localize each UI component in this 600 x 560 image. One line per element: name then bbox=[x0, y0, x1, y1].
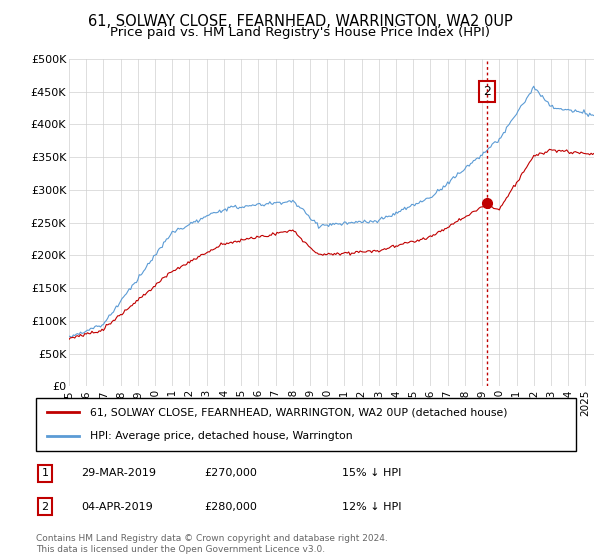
Text: 2: 2 bbox=[483, 85, 491, 98]
Text: 29-MAR-2019: 29-MAR-2019 bbox=[81, 468, 156, 478]
Text: HPI: Average price, detached house, Warrington: HPI: Average price, detached house, Warr… bbox=[90, 431, 353, 441]
Text: 1: 1 bbox=[41, 468, 49, 478]
Text: This data is licensed under the Open Government Licence v3.0.: This data is licensed under the Open Gov… bbox=[36, 545, 325, 554]
Text: £280,000: £280,000 bbox=[204, 502, 257, 512]
Text: 61, SOLWAY CLOSE, FEARNHEAD, WARRINGTON, WA2 0UP (detached house): 61, SOLWAY CLOSE, FEARNHEAD, WARRINGTON,… bbox=[90, 408, 508, 418]
Text: Price paid vs. HM Land Registry's House Price Index (HPI): Price paid vs. HM Land Registry's House … bbox=[110, 26, 490, 39]
Text: 15% ↓ HPI: 15% ↓ HPI bbox=[342, 468, 401, 478]
Text: 04-APR-2019: 04-APR-2019 bbox=[81, 502, 153, 512]
Text: 2: 2 bbox=[41, 502, 49, 512]
Text: Contains HM Land Registry data © Crown copyright and database right 2024.: Contains HM Land Registry data © Crown c… bbox=[36, 534, 388, 543]
FancyBboxPatch shape bbox=[36, 398, 576, 451]
Text: 61, SOLWAY CLOSE, FEARNHEAD, WARRINGTON, WA2 0UP: 61, SOLWAY CLOSE, FEARNHEAD, WARRINGTON,… bbox=[88, 14, 512, 29]
Text: 12% ↓ HPI: 12% ↓ HPI bbox=[342, 502, 401, 512]
Text: £270,000: £270,000 bbox=[204, 468, 257, 478]
